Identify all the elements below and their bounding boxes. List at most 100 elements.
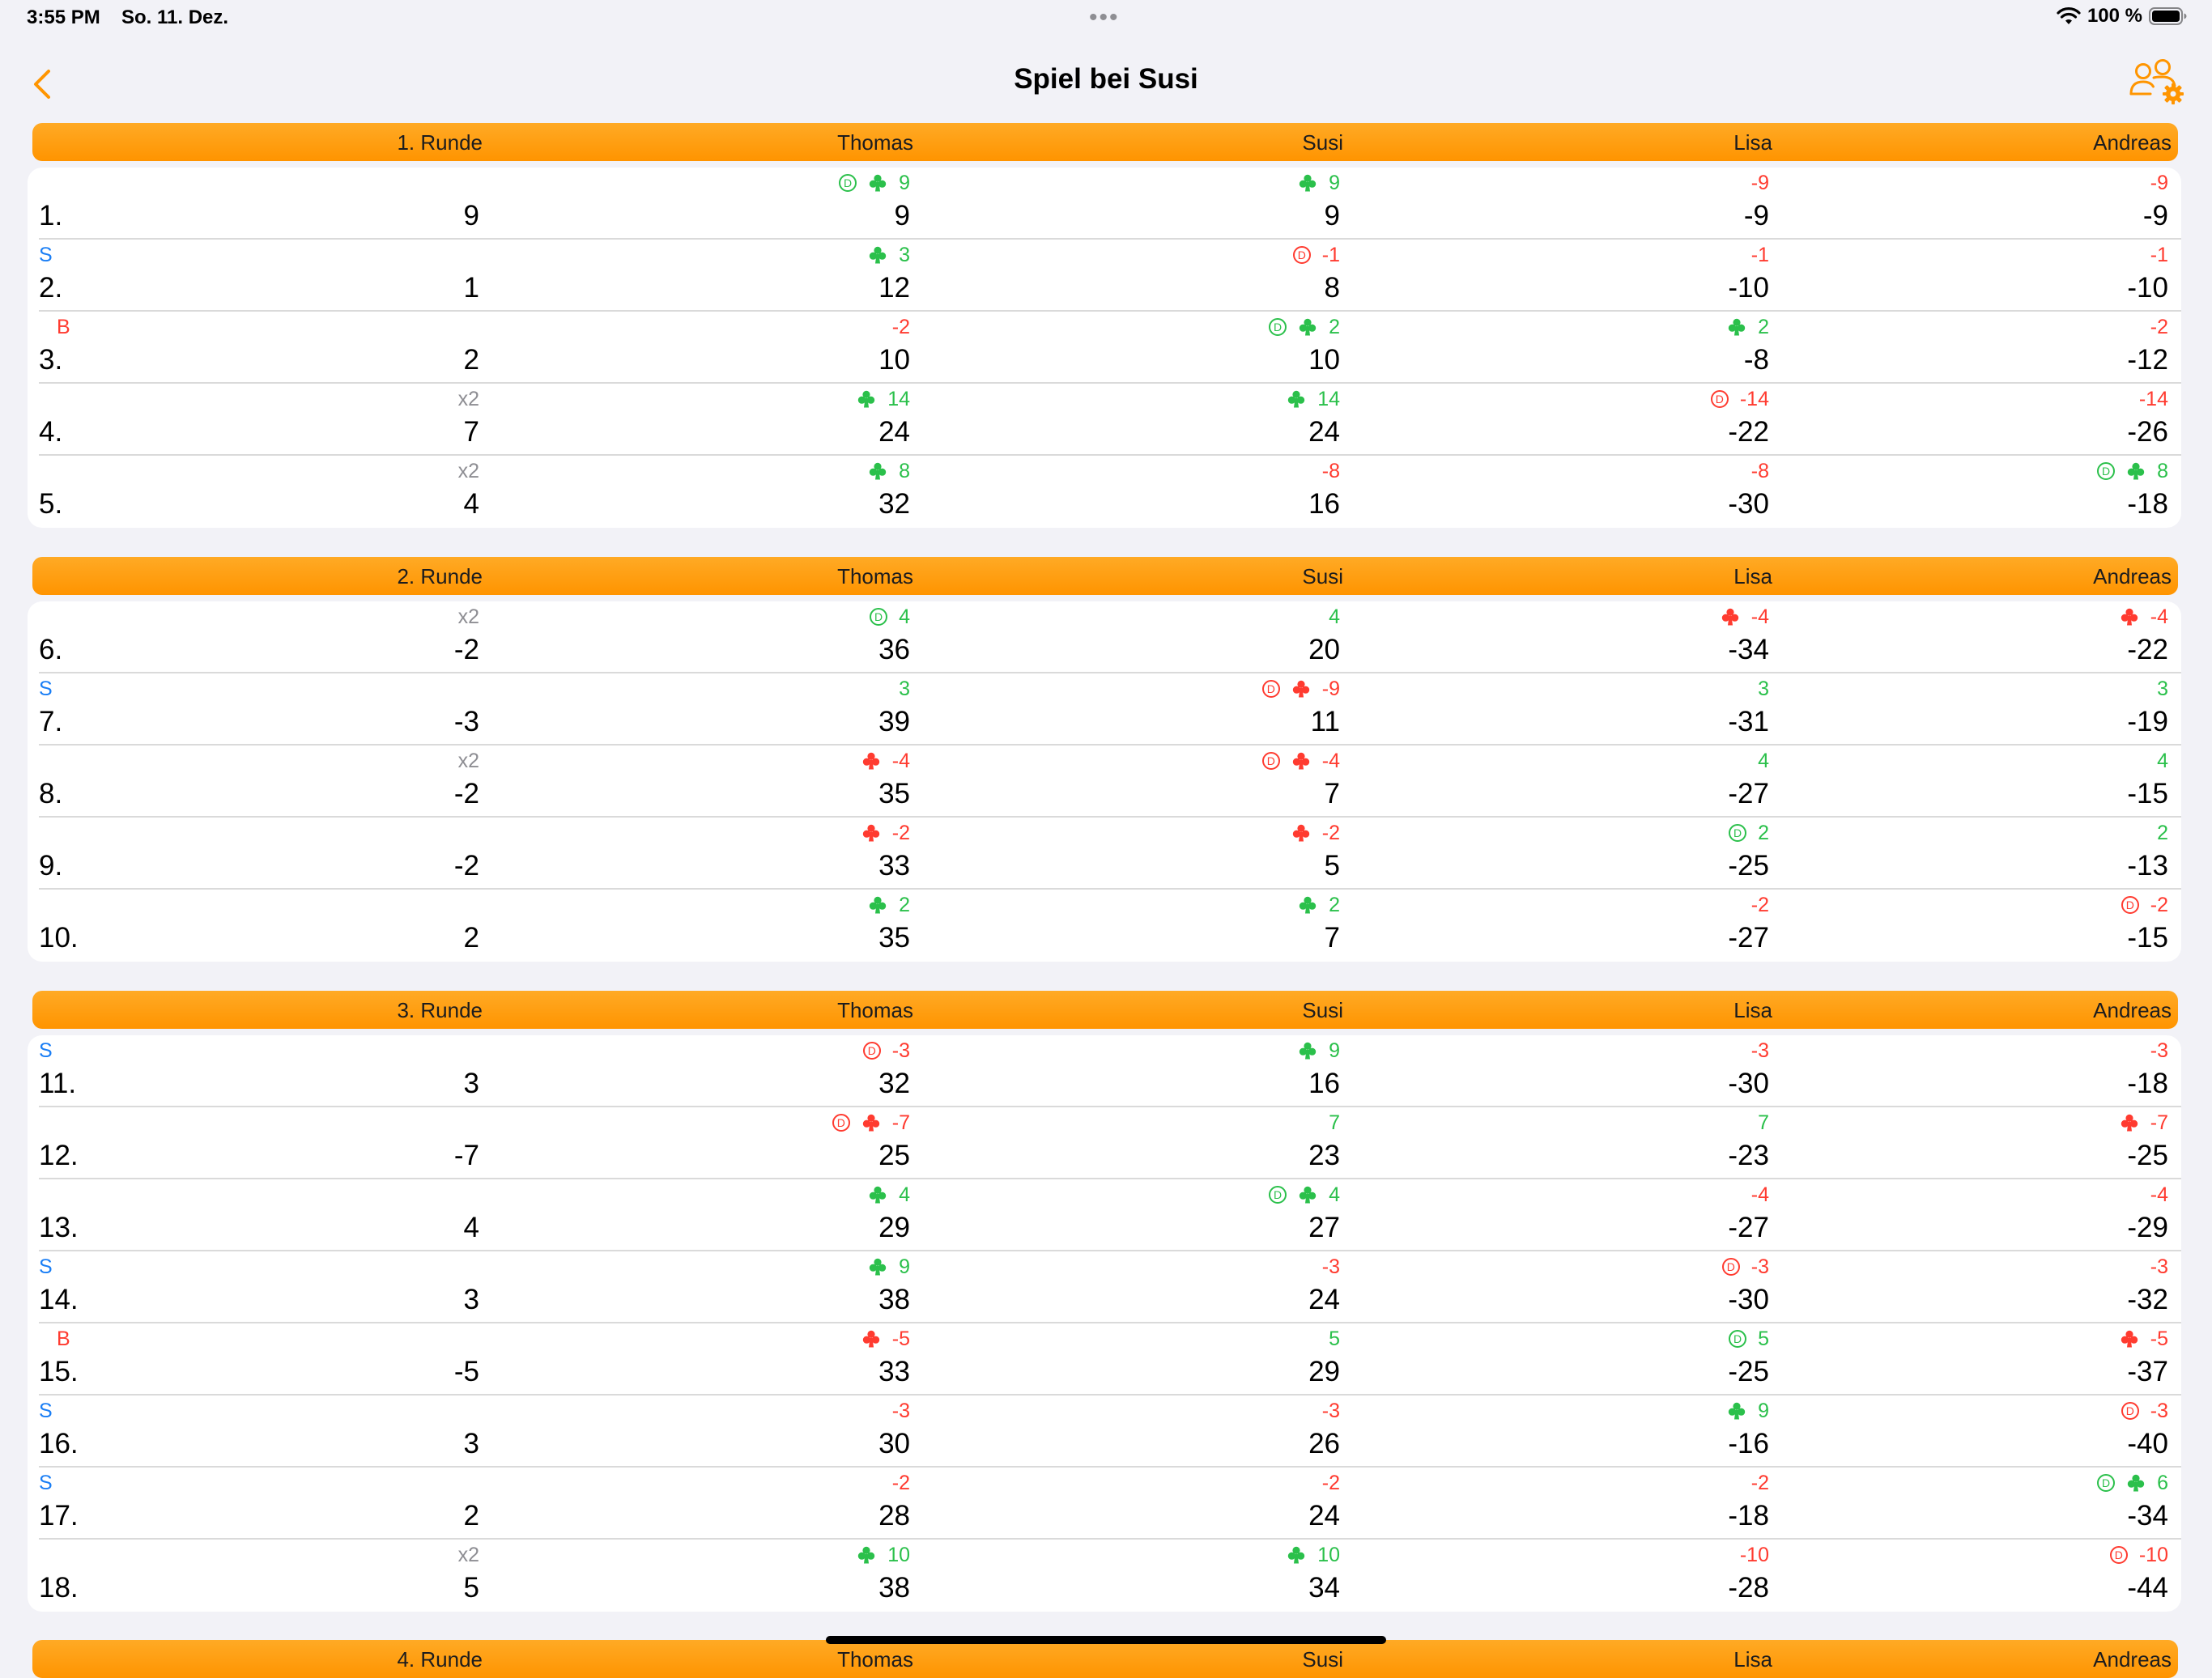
game-row[interactable]: 5. x2 4 8 32 -8 16 -8 -30 D 8 -18 [28,456,2181,528]
game-row[interactable]: S 2. 1 3 12 D -1 8 -1 -10 -1 -10 [28,240,2181,312]
score-cell-lisa: 2 -8 [1461,312,1769,384]
score-total: 10 [1308,344,1340,376]
round-label: 4. Runde [397,1647,483,1672]
game-row[interactable]: B 15. -5 -5 33 5 29 D 5 -25 -5 -37 [28,1323,2181,1396]
score-delta: 4 [899,605,910,628]
game-row[interactable]: S 16. 3 -3 30 -3 26 9 -16 D -3 -40 [28,1396,2181,1468]
score-change: -3 [2150,1037,2168,1064]
score-delta: -10 [1739,1543,1769,1566]
score-delta: 9 [1329,1039,1340,1062]
club-icon [862,1114,879,1132]
game-row[interactable]: 10. 2 2 35 2 7 -2 -27 D -2 -15 [28,890,2181,962]
dealer-badge-icon: D [1710,390,1729,408]
home-indicator[interactable] [826,1636,1386,1644]
score-delta: 2 [2157,821,2168,844]
club-icon [1728,318,1746,336]
score-change: -3 [1751,1037,1769,1064]
game-value-cell: x2 7 [172,384,479,456]
score-cell-susi: D 2 10 [1032,312,1340,384]
multitasking-dots[interactable]: ••• [1089,4,1120,31]
game-value: 3 [463,1068,479,1099]
score-change: -9 [2150,169,2168,197]
game-value-cell: 2 [172,312,479,384]
game-row[interactable]: 8. x2 -2 -4 35 D -4 7 4 -27 4 -15 [28,746,2181,818]
game-number: 7. [39,706,63,737]
score-delta: 2 [899,893,910,916]
game-value: -3 [453,706,479,737]
score-cell-susi: D 4 27 [1032,1179,1340,1251]
dealer-badge-icon: D [2121,1402,2139,1420]
game-value: 3 [463,1428,479,1459]
score-change: 7 [1329,1109,1340,1136]
game-row[interactable]: 4. x2 7 14 24 14 24 D -14 -22 -14 -26 [28,384,2181,456]
score-change: -1 [1751,241,1769,269]
game-row[interactable]: S 17. 2 -2 28 -2 24 -2 -18 D 6 -34 [28,1468,2181,1540]
score-cell-susi: -2 5 [1032,818,1340,890]
score-delta: -3 [1321,1255,1340,1278]
solo-marker: S [39,244,53,266]
game-row[interactable]: B 3. 2 -2 10 D 2 10 2 -8 -2 -12 [28,312,2181,384]
game-value-cell: x2 4 [172,456,479,528]
score-delta: 2 [1329,315,1340,338]
score-cell-lisa: -2 -18 [1461,1468,1769,1540]
score-cell-thomas: -3 30 [602,1396,910,1468]
score-change: 4 [868,1181,910,1209]
club-icon [1299,174,1317,192]
score-change: 4 [1758,747,1769,775]
row-separator [39,238,2181,240]
score-change: -3 [1322,1397,1340,1425]
score-delta: 9 [899,1255,910,1278]
row-separator [39,310,2181,312]
score-delta: -9 [2150,171,2168,194]
score-change: 4 [2157,747,2168,775]
score-total: 16 [1308,1068,1340,1099]
player-header-thomas: Thomas [837,564,913,588]
game-number: 9. [39,850,63,881]
score-delta: -3 [2150,1039,2168,1062]
game-row[interactable]: 6. x2 -2 D 4 36 4 20 -4 -34 -4 -22 [28,601,2181,673]
score-change: 3 [868,241,910,269]
back-button[interactable] [24,58,65,107]
score-change: D -2 [2121,891,2168,919]
score-delta: 5 [1329,1327,1340,1350]
score-total: -12 [2127,344,2168,376]
dealer-badge-icon: D [1721,1258,1740,1276]
score-delta: 5 [1758,1327,1769,1350]
score-cell-susi: D -4 7 [1032,746,1340,818]
score-delta: -3 [1750,1255,1769,1278]
club-icon [1287,1546,1305,1564]
game-value: 4 [463,488,479,520]
player-header-lisa: Lisa [1733,564,1772,588]
dealer-badge-icon: D [2097,462,2116,480]
game-row[interactable]: 9. -2 -2 33 -2 5 D 2 -25 2 -13 [28,818,2181,890]
score-cell-thomas: -2 28 [602,1468,910,1540]
score-total: -15 [2127,922,2168,954]
score-total: 24 [1308,1284,1340,1315]
game-row[interactable]: 13. 4 4 29 D 4 27 -4 -27 -4 -29 [28,1179,2181,1251]
score-change: 7 [1758,1109,1769,1136]
game-row[interactable]: S 11. 3 D -3 32 9 16 -3 -30 -3 -18 [28,1035,2181,1107]
player-settings-button[interactable] [2126,55,2186,107]
score-delta: 4 [2157,749,2168,772]
club-icon [1292,752,1309,770]
score-delta: -2 [1750,893,1769,916]
score-delta: 8 [899,459,910,482]
game-row[interactable]: 1. 9 D 9 9 9 9 -9 -9 -9 -9 [28,168,2181,240]
game-row[interactable]: S 14. 3 9 38 -3 24 D -3 -30 -3 -32 [28,1251,2181,1323]
score-change: -4 [1751,1181,1769,1209]
game-row[interactable]: 18. x2 5 10 38 10 34 -10 -28 D -10 -44 [28,1540,2181,1612]
player-header-thomas: Thomas [837,130,913,155]
score-cell-thomas: 3 12 [602,240,910,312]
round-game-list: 6. x2 -2 D 4 36 4 20 -4 -34 -4 -22 S 7. -3 3 39 D -9 11 3 -31… [28,601,2181,962]
game-row[interactable]: 12. -7 D -7 25 7 23 7 -23 -7 -25 [28,1107,2181,1179]
score-total: 24 [1308,416,1340,448]
score-total: 27 [1308,1212,1340,1243]
score-change: 9 [1298,169,1340,197]
game-row[interactable]: S 7. -3 3 39 D -9 11 3 -31 3 -19 [28,673,2181,746]
score-delta: -5 [891,1327,910,1350]
score-total: 35 [878,778,910,809]
score-cell-lisa: -8 -30 [1461,456,1769,528]
score-cell-andreas: D 8 -18 [1861,456,2168,528]
